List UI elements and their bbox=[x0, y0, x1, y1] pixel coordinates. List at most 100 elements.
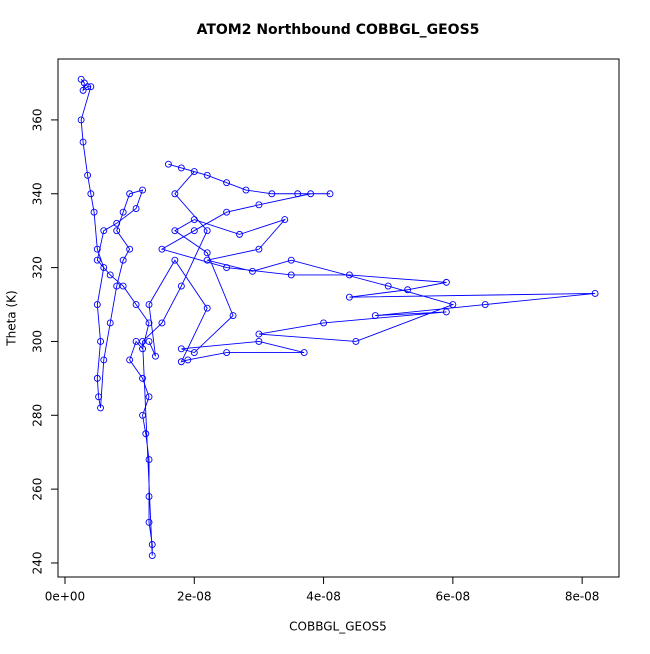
data-point bbox=[345, 293, 353, 301]
data-point bbox=[203, 227, 211, 235]
data-point bbox=[190, 216, 198, 224]
data-point bbox=[255, 245, 263, 253]
data-point bbox=[93, 245, 101, 253]
data-point bbox=[113, 282, 121, 290]
data-point bbox=[190, 227, 198, 235]
data-point bbox=[139, 337, 147, 345]
data-point bbox=[100, 264, 108, 272]
y-tick-label: 320 bbox=[31, 256, 45, 279]
data-point bbox=[223, 208, 231, 216]
data-point bbox=[97, 337, 104, 345]
x-tick-label: 8e-08 bbox=[565, 590, 600, 604]
data-point bbox=[345, 271, 353, 279]
data-point bbox=[371, 312, 379, 320]
y-tick-label: 240 bbox=[31, 552, 45, 575]
x-tick-label: 2e-08 bbox=[177, 590, 212, 604]
data-point bbox=[119, 282, 127, 290]
data-point bbox=[171, 190, 179, 198]
data-point bbox=[442, 278, 450, 286]
data-point bbox=[171, 256, 179, 264]
data-point bbox=[132, 205, 140, 212]
data-point bbox=[190, 168, 198, 176]
data-point bbox=[236, 230, 243, 238]
data-point bbox=[148, 541, 156, 548]
data-point bbox=[294, 190, 302, 198]
data-point bbox=[126, 190, 134, 198]
data-point bbox=[145, 301, 153, 308]
data-point bbox=[326, 190, 334, 198]
data-point bbox=[126, 245, 134, 253]
plot-frame bbox=[57, 58, 620, 578]
data-point bbox=[100, 227, 108, 235]
data-point bbox=[307, 190, 315, 198]
x-tick-label: 4e-08 bbox=[306, 590, 341, 604]
data-point bbox=[126, 356, 134, 364]
data-point bbox=[119, 256, 127, 264]
data-point bbox=[84, 171, 92, 179]
data-point bbox=[268, 190, 276, 198]
data-point bbox=[255, 201, 263, 209]
data-point bbox=[100, 356, 108, 364]
data-point bbox=[132, 301, 140, 308]
data-point bbox=[87, 83, 95, 91]
data-point bbox=[442, 308, 450, 316]
y-axis-label: Theta (K) bbox=[5, 290, 19, 346]
data-line bbox=[80, 79, 596, 556]
data-point bbox=[84, 83, 92, 91]
chart-title: ATOM2 Northbound COBBGL_GEOS5 bbox=[197, 22, 480, 38]
data-point bbox=[404, 286, 412, 294]
data-point bbox=[145, 493, 153, 500]
data-point bbox=[93, 256, 101, 264]
data-point bbox=[281, 216, 289, 224]
data-point bbox=[249, 267, 256, 275]
data-point bbox=[139, 374, 147, 382]
data-point bbox=[79, 86, 87, 94]
y-tick-label: 260 bbox=[31, 478, 45, 501]
data-point bbox=[177, 164, 185, 172]
data-point bbox=[148, 552, 156, 560]
data-point bbox=[223, 349, 231, 356]
data-point bbox=[113, 219, 121, 227]
y-tick-label: 280 bbox=[31, 404, 45, 427]
data-point bbox=[177, 345, 185, 353]
data-point bbox=[171, 227, 179, 235]
data-point bbox=[229, 312, 237, 320]
data-point bbox=[177, 282, 185, 290]
data-point bbox=[142, 430, 150, 438]
data-point bbox=[300, 349, 308, 356]
data-point bbox=[158, 245, 166, 253]
data-point bbox=[287, 271, 295, 279]
data-point bbox=[90, 208, 98, 216]
data-point bbox=[158, 319, 166, 327]
data-point bbox=[106, 271, 114, 279]
data-point bbox=[145, 518, 153, 526]
data-point bbox=[287, 256, 295, 264]
data-point bbox=[79, 138, 87, 146]
data-point bbox=[184, 356, 192, 364]
data-point bbox=[145, 319, 153, 327]
data-point bbox=[93, 301, 101, 308]
data-point bbox=[591, 289, 599, 297]
data-point bbox=[223, 179, 231, 187]
data-point bbox=[113, 227, 121, 235]
x-axis-label: COBBGL_GEOS5 bbox=[289, 620, 387, 634]
data-point bbox=[132, 337, 140, 345]
data-point bbox=[255, 330, 263, 338]
data-point bbox=[203, 171, 211, 179]
data-point bbox=[95, 393, 103, 401]
data-point bbox=[255, 337, 263, 345]
data-point bbox=[106, 319, 114, 327]
data-point bbox=[449, 301, 457, 308]
data-point bbox=[190, 349, 198, 356]
data-point bbox=[97, 404, 104, 412]
data-point bbox=[320, 319, 328, 327]
y-tick-label: 340 bbox=[31, 182, 45, 205]
data-point bbox=[139, 345, 147, 353]
data-point bbox=[139, 186, 147, 194]
data-point bbox=[481, 301, 489, 308]
data-point bbox=[223, 264, 231, 272]
data-point bbox=[152, 352, 159, 360]
data-point bbox=[164, 160, 172, 168]
